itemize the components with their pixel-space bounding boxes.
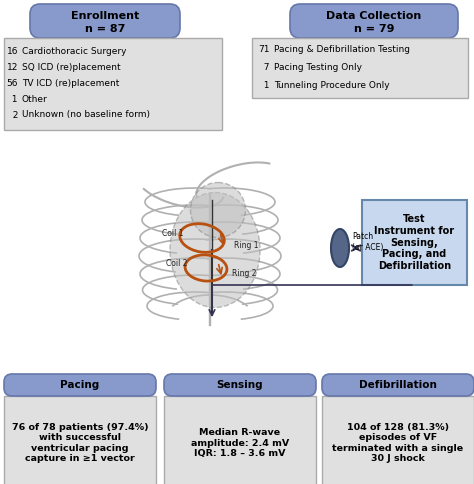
Text: Ring 2: Ring 2	[232, 270, 256, 278]
Text: n = 87: n = 87	[85, 24, 125, 34]
Text: SQ ICD (re)placement: SQ ICD (re)placement	[22, 62, 120, 72]
Text: Sensing: Sensing	[217, 380, 264, 390]
Text: 1: 1	[258, 81, 270, 91]
Text: 71: 71	[258, 45, 270, 55]
Text: Patch
(or ACE): Patch (or ACE)	[352, 232, 383, 252]
Text: Other: Other	[22, 94, 48, 104]
Text: Ring 1: Ring 1	[234, 242, 258, 251]
Bar	[322, 396, 474, 484]
Text: Cardiothoracic Surgery: Cardiothoracic Surgery	[22, 46, 127, 56]
FancyBboxPatch shape	[4, 374, 156, 396]
Text: Test
Instrument for
Sensing,
Pacing, and
Defibrillation: Test Instrument for Sensing, Pacing, and…	[374, 214, 455, 271]
Text: 104 of 128 (81.3%)
episodes of VF
terminated with a single
30 J shock: 104 of 128 (81.3%) episodes of VF termin…	[332, 423, 464, 463]
Text: TV ICD (re)placement: TV ICD (re)placement	[22, 78, 119, 88]
Text: n = 79: n = 79	[354, 24, 394, 34]
Text: Tunneling Procedure Only: Tunneling Procedure Only	[274, 81, 390, 91]
Text: 1: 1	[7, 94, 18, 104]
Text: Coil 2: Coil 2	[166, 259, 188, 269]
FancyBboxPatch shape	[290, 4, 458, 38]
Ellipse shape	[331, 229, 349, 267]
Text: Unknown (no baseline form): Unknown (no baseline form)	[22, 110, 150, 120]
Text: 2: 2	[7, 110, 18, 120]
Ellipse shape	[191, 182, 246, 238]
Text: 7: 7	[258, 63, 270, 73]
FancyBboxPatch shape	[322, 374, 474, 396]
Text: Coil 1: Coil 1	[163, 229, 184, 239]
Bar	[164, 396, 316, 484]
Text: 56: 56	[7, 78, 18, 88]
Bar	[4, 38, 222, 130]
Text: Defibrillation: Defibrillation	[359, 380, 437, 390]
FancyBboxPatch shape	[164, 374, 316, 396]
Text: Median R-wave
amplitude: 2.4 mV
IQR: 1.8 – 3.6 mV: Median R-wave amplitude: 2.4 mV IQR: 1.8…	[191, 428, 289, 458]
Text: Pacing Testing Only: Pacing Testing Only	[274, 63, 362, 73]
Text: Pacing & Defibrillation Testing: Pacing & Defibrillation Testing	[274, 45, 410, 55]
Bar	[4, 396, 156, 484]
Text: Data Collection: Data Collection	[327, 11, 422, 21]
Text: Enrollment: Enrollment	[71, 11, 139, 21]
Text: 76 of 78 patients (97.4%)
with successful
ventricular pacing
capture in ≥1 vecto: 76 of 78 patients (97.4%) with successfu…	[12, 423, 148, 463]
FancyBboxPatch shape	[30, 4, 180, 38]
Text: 16: 16	[7, 46, 18, 56]
Text: 12: 12	[7, 62, 18, 72]
Ellipse shape	[170, 193, 260, 307]
Bar	[252, 38, 468, 98]
Bar	[362, 200, 467, 285]
Text: Pacing: Pacing	[60, 380, 100, 390]
